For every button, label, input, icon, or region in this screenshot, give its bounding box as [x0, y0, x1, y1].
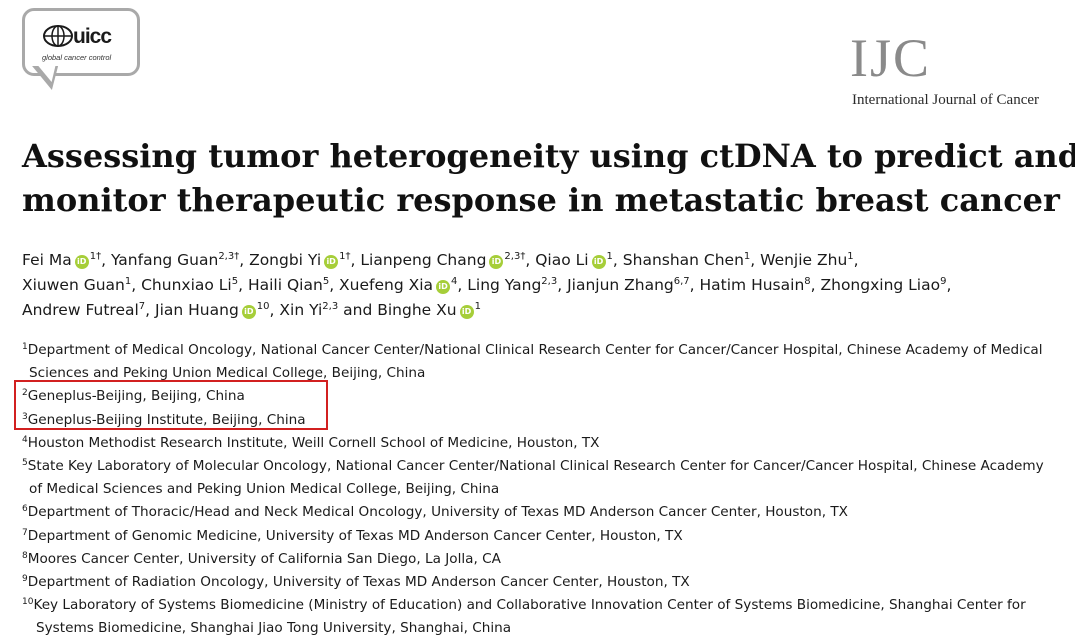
- affiliation-1-continued: Sciences and Peking Union Medical Colleg…: [22, 362, 1072, 385]
- author-affiliation-sup: 1†: [339, 250, 351, 262]
- affiliation-text: Key Laboratory of Systems Biomedicine (M…: [33, 597, 1026, 614]
- logo-tagline: global cancer control: [42, 53, 112, 62]
- author-affiliation-sup: 1: [847, 250, 854, 262]
- affiliation-5: 5State Key Laboratory of Molecular Oncol…: [22, 455, 1072, 478]
- author-name: Fei Ma: [22, 251, 72, 269]
- author-affiliation-sup: 9: [940, 275, 947, 287]
- author-name: Qiao Li: [535, 251, 589, 269]
- affiliation-9: 9Department of Radiation Oncology, Unive…: [22, 571, 1072, 594]
- author-name: Xin Yi: [279, 301, 323, 319]
- author-line: Andrew Futreal7, Jian Huang iD 10, Xin Yi2…: [22, 300, 481, 319]
- author-affiliation-sup: 1: [743, 250, 751, 262]
- affiliation-4: 4Houston Methodist Research Institute, W…: [22, 432, 1072, 455]
- author-name: Lianpeng Chang: [360, 251, 487, 269]
- affiliation-text: Department of Thoracic/Head and Neck Med…: [27, 504, 848, 521]
- author-affiliation-sup: 6,7: [673, 275, 690, 287]
- author-affiliation-sup: 4: [451, 275, 458, 287]
- journal-name: International Journal of Cancer: [852, 92, 1040, 108]
- affiliation-text: of Medical Sciences and Peking Union Med…: [29, 481, 500, 498]
- affiliation-7: 7Department of Genomic Medicine, Univers…: [22, 525, 1072, 548]
- author-affiliation-sup: 10: [256, 300, 270, 312]
- author-affiliation-sup: 1: [124, 275, 132, 287]
- author-affiliation-sup: 1†: [89, 250, 102, 262]
- affiliation-8: 8Moores Cancer Center, University of Cal…: [22, 548, 1072, 571]
- affiliation-number: 10: [22, 597, 34, 608]
- affiliation-5-continued: of Medical Sciences and Peking Union Med…: [22, 478, 1072, 501]
- author-name: Chunxiao Li: [141, 276, 232, 294]
- orcid-icon[interactable]: iD: [74, 255, 89, 269]
- title-line-2: monitor therapeutic response in metastat…: [22, 181, 1060, 219]
- affiliation-10: 10Key Laboratory of Systems Biomedicine …: [22, 594, 1072, 617]
- highlight-box: [14, 380, 328, 430]
- logo-name: uicc: [73, 25, 112, 48]
- affiliation-text: Geneplus-Beijing, Beijing, China: [27, 388, 245, 405]
- author-affiliation-sup: 1: [606, 250, 613, 262]
- author-name: Shanshan Chen: [622, 251, 744, 269]
- globe-icon: [43, 25, 73, 47]
- author-affiliation-sup: 1: [474, 300, 481, 312]
- affiliation-text: Department of Medical Oncology, National…: [27, 342, 1043, 358]
- author-affiliation-sup: 2,3: [541, 275, 558, 287]
- author-name: Binghe Xu: [377, 301, 457, 319]
- affiliation-number: 5: [22, 458, 28, 469]
- affiliation-text: Geneplus-Beijing Institute, Beijing, Chi…: [27, 411, 306, 428]
- affiliation-text: Sciences and Peking Union Medical Colleg…: [29, 365, 426, 382]
- author-affiliation-sup: 2,3: [322, 300, 339, 312]
- author-name: Zhongxing Liao: [820, 276, 941, 294]
- affiliation-6: 6Department of Thoracic/Head and Neck Me…: [22, 501, 1072, 524]
- affiliation-text: State Key Laboratory of Molecular Oncolo…: [27, 458, 1044, 475]
- affiliation-number: 4: [22, 434, 28, 445]
- orcid-icon[interactable]: iD: [324, 255, 339, 269]
- affiliation-number: 8: [22, 550, 28, 561]
- author-line: Fei Ma iD 1†, Yanfang Guan2,3†, Zongbi Yi i…: [22, 250, 859, 269]
- author-affiliation-sup: 5: [231, 275, 239, 287]
- author-name: Xiuwen Guan: [22, 276, 125, 294]
- journal-abbreviation: IJC: [850, 28, 932, 88]
- affiliation-1: 1Department of Medical Oncology, Nationa…: [22, 339, 1072, 362]
- article-title: Assessing tumor heterogeneity using ctDN…: [22, 134, 1075, 222]
- author-name: Xuefeng Xia: [339, 276, 434, 294]
- title-line-1: Assessing tumor heterogeneity using ctDN…: [22, 137, 1075, 175]
- logo-speech-bubble: [22, 8, 140, 76]
- affiliation-number: 9: [22, 574, 28, 585]
- author-line: Xiuwen Guan1, Chunxiao Li5, Haili Qian5,…: [22, 275, 952, 294]
- author-list: Fei Ma iD 1†, Yanfang Guan2,3†, Zongbi Yi i…: [22, 248, 1067, 323]
- affiliation-text: Department of Radiation Oncology, Univer…: [27, 574, 690, 591]
- affiliation-number: 6: [22, 504, 28, 515]
- author-name: Zongbi Yi: [249, 251, 322, 269]
- author-name: Jianjun Zhang: [567, 276, 674, 294]
- affiliation-number: 7: [22, 527, 28, 538]
- author-name: Ling Yang: [467, 276, 542, 294]
- author-affiliation-sup: 5: [322, 275, 330, 287]
- affiliation-list: 1Department of Medical Oncology, Nationa…: [22, 339, 1072, 641]
- orcid-icon[interactable]: iD: [591, 255, 606, 269]
- orcid-icon[interactable]: iD: [241, 305, 256, 319]
- author-name: Jian Huang: [155, 301, 239, 319]
- affiliation-number: 2: [22, 388, 28, 399]
- affiliation-number: 3: [22, 411, 28, 422]
- author-affiliation-sup: 2,3†: [504, 250, 526, 262]
- author-name: Yanfang Guan: [110, 251, 219, 269]
- affiliation-text: Systems Biomedicine, Shanghai Jiao Tong …: [36, 620, 512, 637]
- orcid-icon[interactable]: iD: [436, 280, 451, 294]
- affiliation-text: Moores Cancer Center, University of Cali…: [27, 550, 501, 567]
- author-name: Haili Qian: [247, 276, 323, 294]
- affiliation-10-continued: Systems Biomedicine, Shanghai Jiao Tong …: [22, 617, 1072, 640]
- author-name: Andrew Futreal: [22, 301, 139, 319]
- author-affiliation-sup: 2,3†: [218, 250, 240, 262]
- affiliation-2: 2Geneplus-Beijing, Beijing, China: [22, 385, 1072, 408]
- affiliation-text: Houston Methodist Research Institute, We…: [27, 434, 600, 451]
- author-affiliation-sup: 7: [138, 300, 146, 312]
- author-affiliation-sup: 8: [804, 275, 811, 287]
- author-name: Wenjie Zhu: [760, 251, 848, 269]
- affiliation-number: 1: [22, 342, 28, 352]
- orcid-icon[interactable]: iD: [459, 305, 474, 319]
- affiliation-text: Department of Genomic Medicine, Universi…: [27, 527, 683, 544]
- orcid-icon[interactable]: iD: [489, 255, 504, 269]
- author-name: Hatim Husain: [699, 276, 805, 294]
- affiliation-3: 3Geneplus-Beijing Institute, Beijing, Ch…: [22, 409, 1072, 432]
